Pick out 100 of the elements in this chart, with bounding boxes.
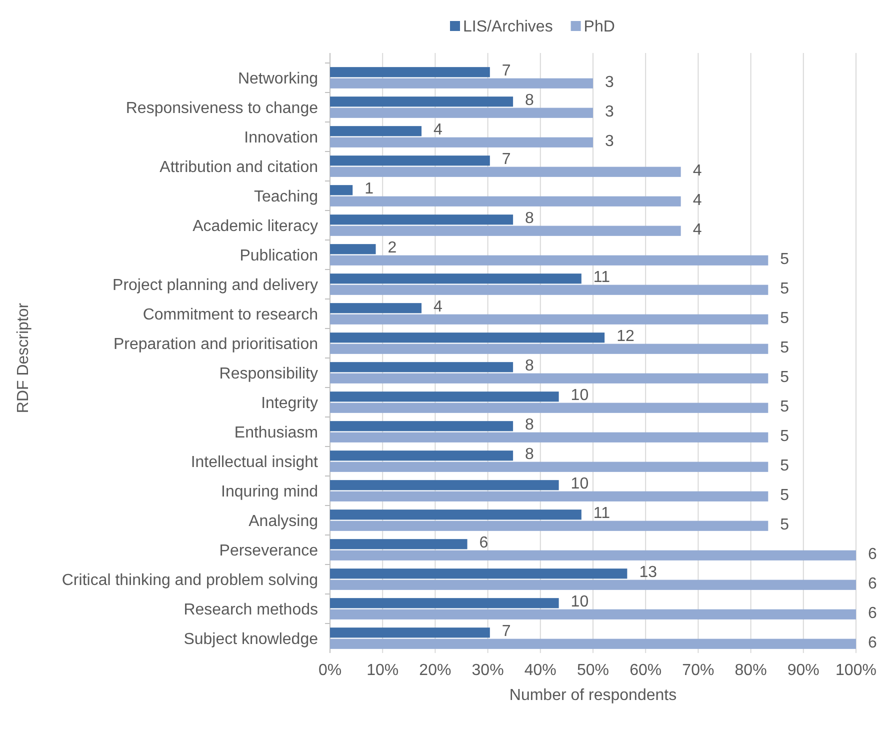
bar	[330, 185, 353, 196]
y-tick-label: Project planning and delivery	[112, 276, 318, 294]
bar	[330, 314, 768, 324]
y-tick-label: Preparation and prioritisation	[113, 336, 318, 353]
annotation: 6	[868, 634, 877, 652]
annotation: 7	[502, 623, 511, 640]
x-tick-label: 70%	[682, 662, 714, 679]
y-tick-label: Critical thinking and problem solving	[62, 572, 318, 589]
annotation: 8	[525, 416, 534, 434]
y-axis-title: RDF Descriptor	[15, 302, 32, 414]
annotation: 10	[570, 594, 589, 611]
annotation: 5	[780, 280, 790, 298]
bar	[330, 480, 559, 490]
bar	[330, 67, 490, 78]
bar	[330, 108, 593, 118]
y-tick-label: Academic literacy	[192, 218, 318, 235]
annotation: 5	[780, 428, 790, 445]
annotation: 7	[502, 62, 511, 80]
annotation: 4	[434, 298, 443, 316]
bar	[330, 126, 422, 136]
y-tick-label: Publication	[240, 247, 318, 264]
annotation: 5	[780, 250, 790, 268]
y-tick-label: Enthusiasm	[234, 424, 318, 442]
bar	[330, 421, 514, 432]
annotation: 4	[692, 221, 702, 238]
y-tick-label: Attribution and citation	[160, 158, 318, 176]
x-tick-label: 20%	[419, 662, 452, 679]
annotation: 5	[780, 457, 790, 474]
annotation: 7	[502, 151, 511, 168]
annotation: 5	[780, 368, 790, 386]
annotation: 8	[525, 358, 534, 375]
x-tick-label: 90%	[787, 662, 820, 679]
bar	[330, 166, 681, 177]
legend-label: PhD	[584, 18, 615, 36]
bar	[330, 450, 514, 461]
bar	[330, 255, 768, 266]
annotation: 8	[525, 210, 534, 228]
annotation: 13	[639, 564, 658, 582]
bar	[330, 432, 768, 442]
bar	[330, 638, 856, 649]
bar	[330, 510, 582, 520]
annotation: 5	[780, 339, 790, 356]
annotation: 5	[780, 310, 790, 327]
bar	[330, 303, 422, 314]
bar	[330, 550, 856, 560]
annotation: 3	[605, 74, 614, 91]
annotation: 4	[692, 162, 702, 180]
bar	[330, 274, 582, 284]
annotation: 8	[525, 92, 534, 110]
annotation: 6	[479, 534, 488, 552]
bar	[330, 96, 514, 107]
y-tick-label: Research methods	[184, 601, 318, 618]
bar	[330, 539, 468, 550]
x-tick-label: 50%	[576, 662, 610, 679]
annotation: 2	[388, 240, 397, 257]
bar	[330, 78, 593, 88]
annotation: 10	[570, 476, 589, 493]
x-tick-label: 80%	[734, 662, 767, 679]
annotation: 8	[525, 446, 534, 464]
bar	[330, 284, 768, 295]
y-tick-label: Perseverance	[219, 542, 318, 560]
bar	[330, 244, 376, 254]
annotation: 11	[593, 269, 610, 286]
bar	[330, 226, 681, 236]
bar	[330, 462, 768, 472]
y-tick-label: Responsibility	[219, 365, 318, 382]
x-axis-title: Number of respondents	[509, 687, 677, 704]
bar	[330, 402, 768, 413]
annotation: 6	[868, 575, 877, 592]
y-tick-label: Innovation	[244, 129, 318, 146]
bar	[330, 628, 490, 638]
y-tick-label: Responsiveness to change	[126, 100, 318, 117]
x-tick-label: 30%	[472, 662, 504, 679]
x-tick-label: 60%	[630, 662, 662, 679]
y-tick-label: Analysing	[248, 512, 318, 530]
bar	[330, 609, 856, 620]
bar	[330, 137, 593, 148]
annotation: 6	[868, 604, 877, 622]
x-tick-label: 40%	[524, 662, 556, 679]
x-tick-label: 100%	[836, 662, 876, 679]
bar	[330, 491, 768, 502]
x-tick-label: 10%	[366, 662, 399, 679]
annotation: 5	[780, 398, 790, 416]
annotation: 10	[570, 387, 589, 404]
bar	[330, 373, 768, 384]
bar	[330, 156, 490, 166]
annotation: 11	[593, 505, 610, 522]
bar	[330, 214, 514, 225]
annotation: 3	[605, 103, 614, 120]
annotation: 6	[868, 546, 877, 563]
bar	[330, 568, 628, 579]
bar	[330, 196, 681, 206]
annotation: 5	[780, 486, 790, 504]
y-tick-label: Networking	[238, 70, 318, 88]
y-tick-label: Commitment to research	[142, 306, 318, 324]
x-tick-label: 0%	[318, 662, 342, 679]
annotation: 4	[434, 122, 443, 139]
bar	[330, 392, 559, 402]
annotation: 5	[780, 516, 790, 534]
annotation: 3	[605, 132, 614, 150]
